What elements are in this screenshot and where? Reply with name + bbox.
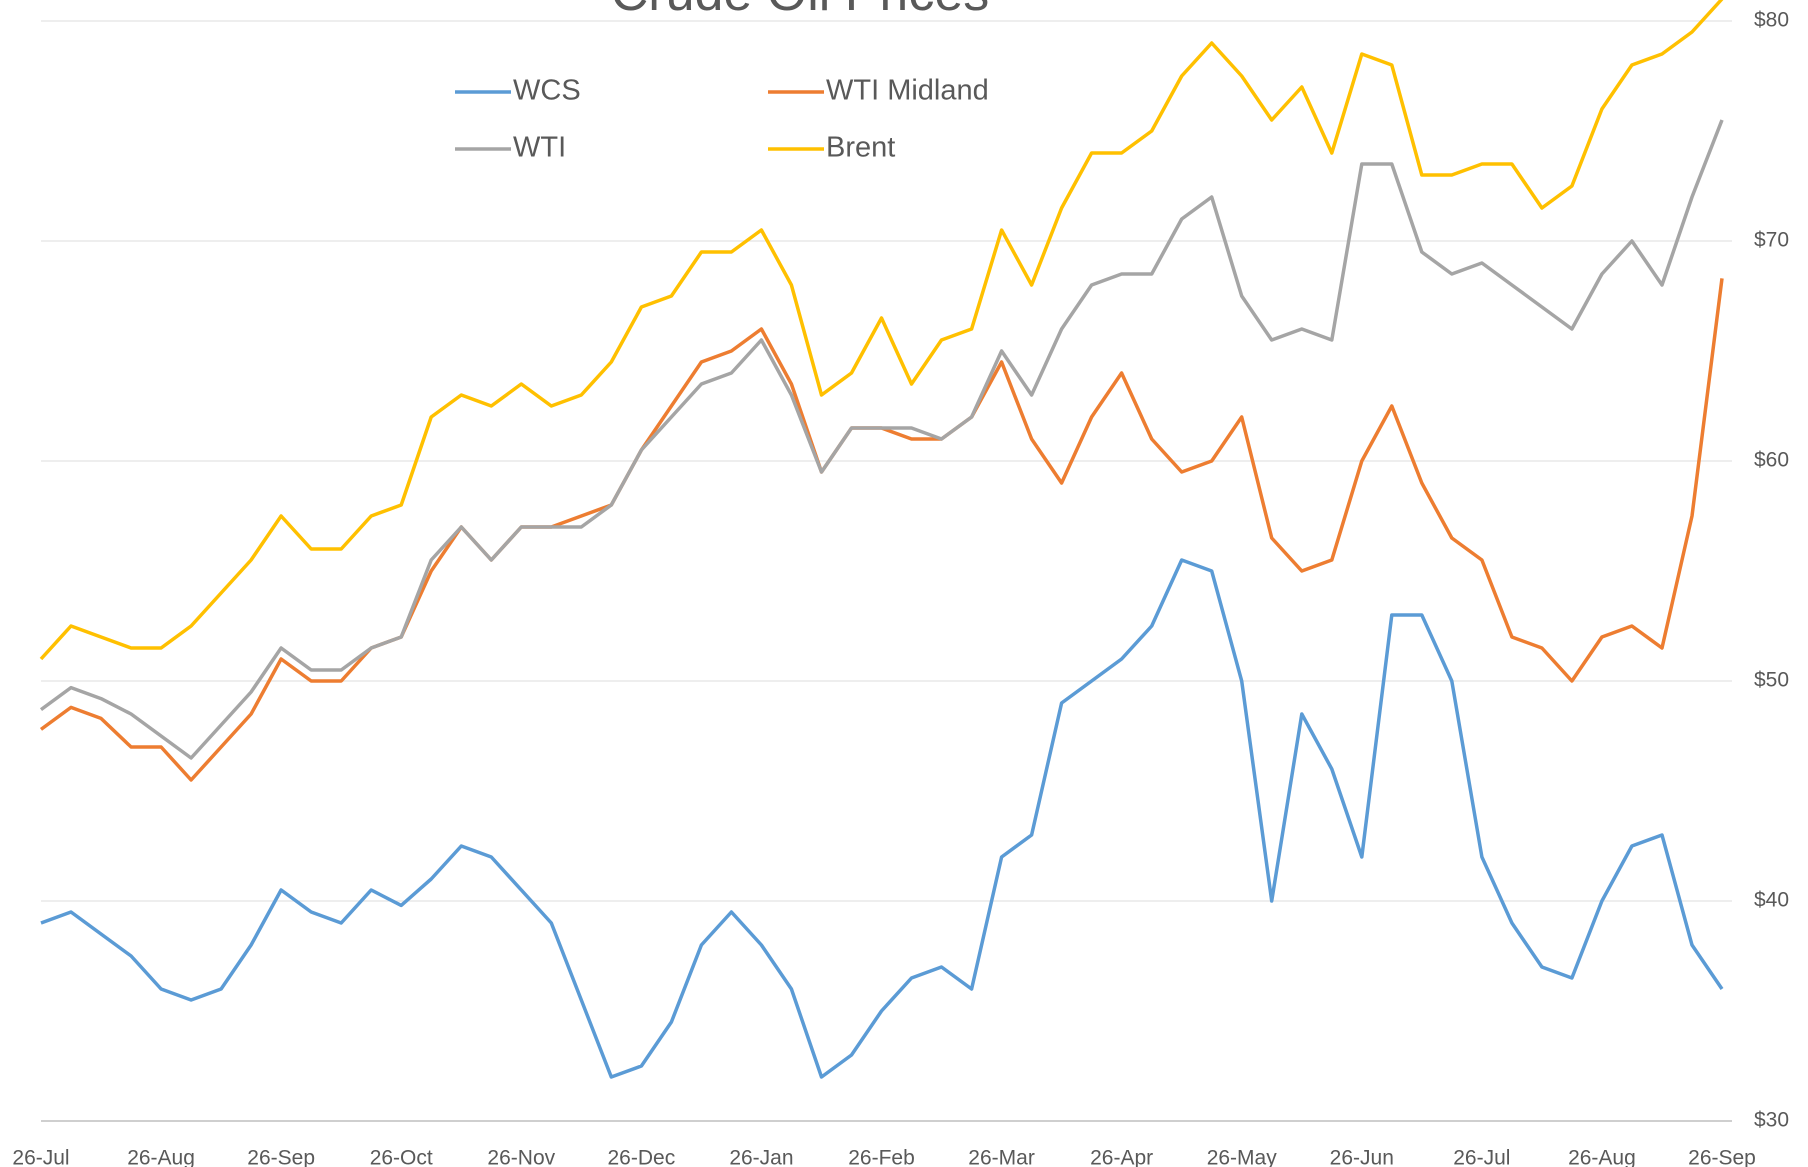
x-tick-label: 26-Feb (848, 1147, 915, 1167)
legend-label: WTI (513, 132, 566, 164)
x-tick-label: 26-Aug (127, 1147, 195, 1167)
x-tick-label: 26-Sep (1688, 1147, 1756, 1167)
legend-label: WCS (513, 75, 581, 107)
y-tick-label: $60 (1754, 449, 1789, 472)
x-tick-label: 26-Mar (968, 1147, 1035, 1167)
y-tick-label: $80 (1754, 9, 1789, 32)
x-tick-label: 26-Jun (1330, 1147, 1394, 1167)
y-tick-label: $40 (1754, 889, 1789, 912)
y-tick-label: $50 (1754, 669, 1789, 692)
x-tick-label: 26-Apr (1090, 1147, 1153, 1167)
series-line (40, 558, 1724, 1079)
x-tick-label: 26-Jul (12, 1147, 69, 1167)
y-tick-label: $70 (1754, 229, 1789, 252)
y-tick-label: $30 (1754, 1109, 1789, 1132)
series-line (39, 119, 1724, 760)
x-tick-label: 26-Jul (1453, 1147, 1510, 1167)
x-tick-label: 26-Sep (247, 1147, 315, 1167)
legend-label: WTI Midland (826, 75, 989, 107)
x-tick-label: 26-Aug (1568, 1147, 1636, 1167)
x-tick-label: 26-Jan (729, 1147, 793, 1167)
chart-title: Crude Oil Prices (611, 0, 990, 22)
x-tick-label: 26-Oct (370, 1147, 433, 1167)
x-tick-label: 26-May (1207, 1147, 1278, 1167)
x-tick-label: 26-Nov (487, 1147, 555, 1167)
series-line (39, 0, 1724, 661)
x-tick-label: 26-Dec (608, 1147, 676, 1167)
legend-label: Brent (826, 132, 895, 164)
